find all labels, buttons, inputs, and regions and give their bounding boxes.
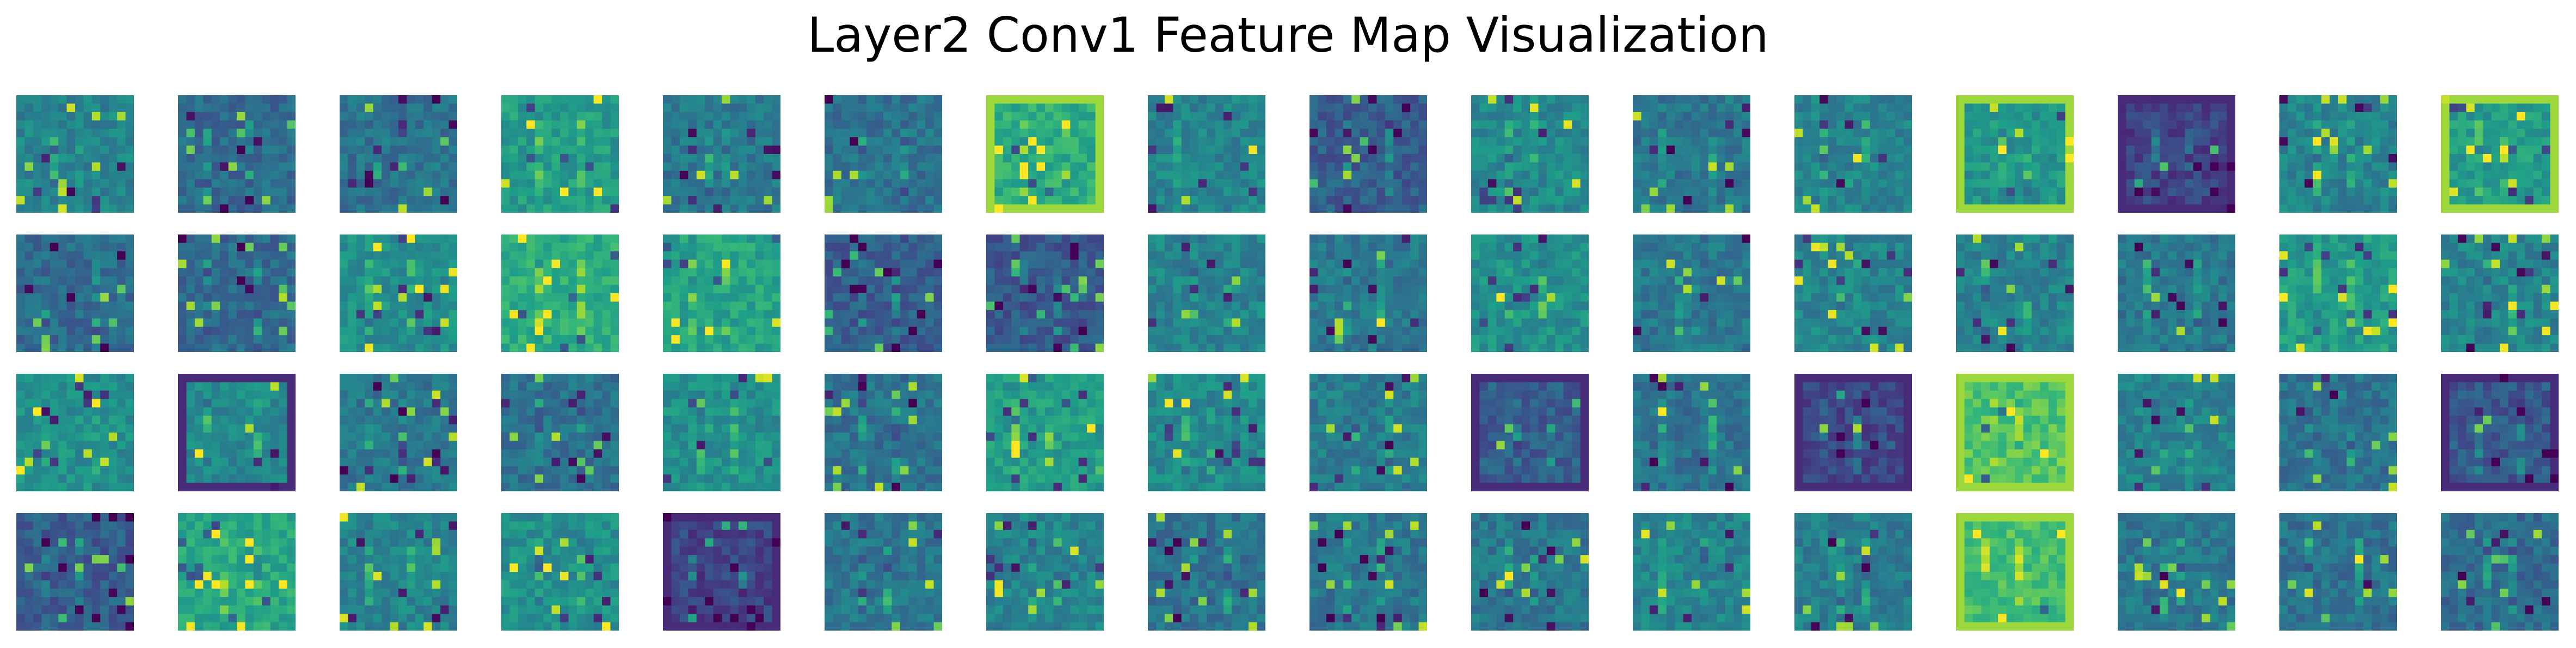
feature-map-1 <box>16 95 134 213</box>
feature-map-15 <box>2279 95 2397 213</box>
feature-map-10 <box>1471 95 1589 213</box>
feature-map-54 <box>825 513 942 631</box>
feature-map-46 <box>2118 374 2235 491</box>
feature-map-53 <box>663 513 780 631</box>
feature-map-51 <box>340 513 457 631</box>
feature-map-44 <box>1794 374 1912 491</box>
feature-map-41 <box>1309 374 1427 491</box>
feature-map-34 <box>178 374 296 491</box>
feature-map-40 <box>1148 374 1265 491</box>
feature-map-31 <box>2279 234 2397 352</box>
feature-map-29 <box>1956 234 2074 352</box>
feature-map-2 <box>178 95 296 213</box>
feature-map-38 <box>825 374 942 491</box>
feature-map-5 <box>663 95 780 213</box>
feature-map-37 <box>663 374 780 491</box>
feature-map-59 <box>1633 513 1750 631</box>
feature-map-21 <box>663 234 780 352</box>
feature-map-57 <box>1309 513 1427 631</box>
feature-map-18 <box>178 234 296 352</box>
feature-map-3 <box>340 95 457 213</box>
feature-map-45 <box>1956 374 2074 491</box>
feature-map-48 <box>2441 374 2559 491</box>
feature-map-8 <box>1148 95 1265 213</box>
feature-map-64 <box>2441 513 2559 631</box>
feature-map-33 <box>16 374 134 491</box>
feature-map-52 <box>501 513 619 631</box>
feature-map-50 <box>178 513 296 631</box>
feature-map-30 <box>2118 234 2235 352</box>
feature-map-55 <box>986 513 1104 631</box>
feature-map-16 <box>2441 95 2559 213</box>
feature-map-47 <box>2279 374 2397 491</box>
feature-map-17 <box>16 234 134 352</box>
feature-map-9 <box>1309 95 1427 213</box>
feature-map-60 <box>1794 513 1912 631</box>
feature-map-19 <box>340 234 457 352</box>
feature-map-20 <box>501 234 619 352</box>
feature-map-56 <box>1148 513 1265 631</box>
feature-map-25 <box>1309 234 1427 352</box>
feature-map-42 <box>1471 374 1589 491</box>
feature-map-6 <box>825 95 942 213</box>
feature-map-7 <box>986 95 1104 213</box>
feature-map-23 <box>986 234 1104 352</box>
feature-map-43 <box>1633 374 1750 491</box>
feature-map-63 <box>2279 513 2397 631</box>
feature-map-39 <box>986 374 1104 491</box>
feature-map-58 <box>1471 513 1589 631</box>
feature-map-62 <box>2118 513 2235 631</box>
feature-map-26 <box>1471 234 1589 352</box>
feature-map-11 <box>1633 95 1750 213</box>
feature-map-36 <box>501 374 619 491</box>
feature-map-14 <box>2118 95 2235 213</box>
feature-map-22 <box>825 234 942 352</box>
feature-map-28 <box>1794 234 1912 352</box>
feature-map-12 <box>1794 95 1912 213</box>
feature-map-27 <box>1633 234 1750 352</box>
feature-map-24 <box>1148 234 1265 352</box>
feature-map-32 <box>2441 234 2559 352</box>
figure-title: Layer2 Conv1 Feature Map Visualization <box>807 7 1769 63</box>
feature-map-13 <box>1956 95 2074 213</box>
feature-map-61 <box>1956 513 2074 631</box>
feature-map-4 <box>501 95 619 213</box>
feature-map-49 <box>16 513 134 631</box>
feature-map-35 <box>340 374 457 491</box>
